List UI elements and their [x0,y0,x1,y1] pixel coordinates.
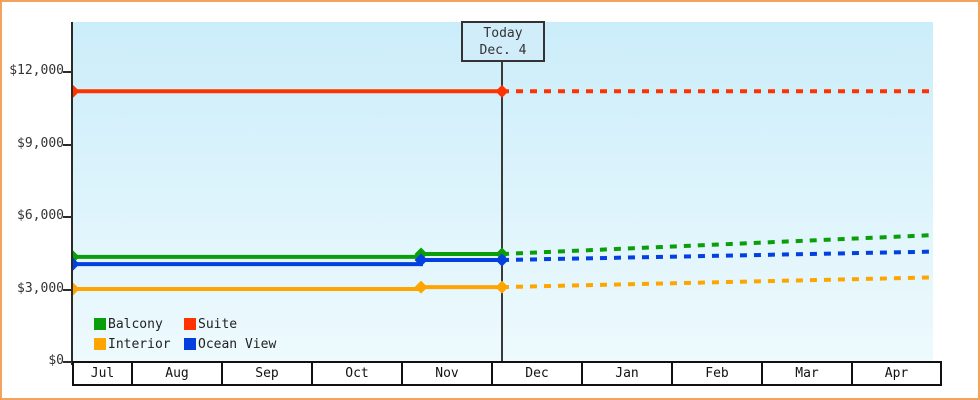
legend-swatch [184,318,196,330]
data-point-marker-ocean-view [73,257,80,271]
legend-label: Suite [198,316,238,332]
y-tick-label: $6,000 [17,208,64,223]
legend-swatch [184,338,196,350]
legend-swatch [94,318,106,330]
y-tick-mark [63,361,71,363]
month-cell-oct: Oct [311,363,401,384]
month-cell-sep: Sep [221,363,311,384]
y-tick-label: $12,000 [9,63,64,78]
legend: Balcony Suite Interior Ocean View [94,314,276,354]
data-point-marker-suite [495,84,509,98]
series-line-history-balcony [73,252,502,259]
month-cell-jul: Jul [90,366,115,381]
y-tick-label: $3,000 [17,280,64,296]
month-cell-aug: Aug [131,363,221,384]
legend-item-balcony: Balcony [94,314,184,334]
legend-item-suite: Suite [184,314,276,334]
series-line-forecast-balcony [501,233,933,256]
series-line-history-interior [73,285,502,291]
y-axis-line [71,22,73,365]
legend-label: Balcony [108,316,163,332]
plot-area [73,22,933,363]
legend-label: Ocean View [198,336,277,352]
legend-item-interior: Interior [94,334,184,354]
month-axis: Jul Aug Sep Oct Nov Dec Jan Feb Mar Apr [72,361,942,386]
data-point-marker-interior [414,280,428,294]
y-tick-label: $9,000 [17,135,64,151]
data-point-marker-interior [73,282,80,296]
month-cell-nov: Nov [401,363,491,384]
data-point-marker-interior [495,280,509,294]
legend-swatch [94,338,106,350]
today-vertical-line [501,22,503,363]
y-tick-mark [63,216,71,218]
series-line-forecast-ocean-view [501,249,933,262]
y-tick-mark [63,143,71,146]
data-point-marker-ocean-view [414,253,428,267]
month-cell-mar: Mar [761,363,851,384]
month-cell-apr: Apr [851,363,940,384]
legend-item-ocean-view: Ocean View [184,334,276,354]
month-cell-jan: Jan [581,363,671,384]
month-cell-dec: Dec [491,363,581,384]
today-label-line2: Dec. 4 [479,43,527,58]
series-line-forecast-interior [501,275,933,290]
y-tick-label: $0 [48,353,64,368]
legend-label: Interior [108,336,171,352]
price-lines-svg [73,84,933,296]
today-label-box: Today Dec. 4 [461,21,545,62]
today-label-line1: Today [483,26,523,41]
series-line-history-ocean-view [73,258,502,267]
y-tick-mark [63,288,71,291]
month-cell-feb: Feb [671,363,761,384]
y-tick-mark [63,71,71,73]
data-point-marker-ocean-view [495,253,509,267]
data-point-marker-suite [73,84,80,98]
